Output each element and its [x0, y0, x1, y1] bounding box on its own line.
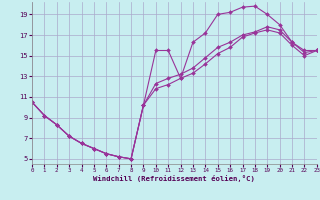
- X-axis label: Windchill (Refroidissement éolien,°C): Windchill (Refroidissement éolien,°C): [93, 175, 255, 182]
